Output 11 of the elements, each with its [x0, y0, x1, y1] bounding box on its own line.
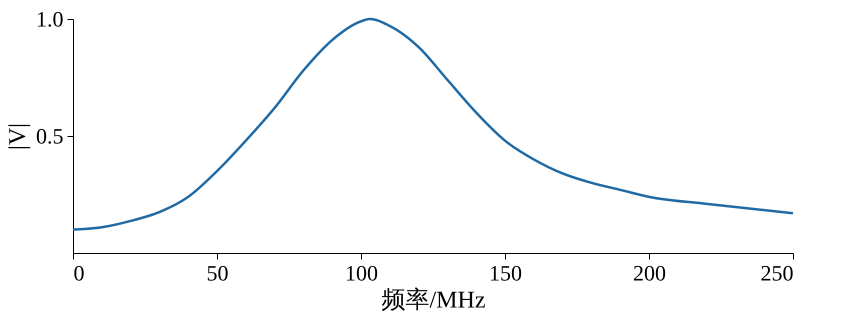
y-tick-label: 1.0 [36, 6, 64, 32]
x-tick-label: 200 [633, 260, 666, 286]
x-tick-label: 100 [345, 260, 378, 286]
x-tick-label: 50 [206, 260, 228, 286]
y-axis-title: |V| [5, 123, 31, 150]
x-tick-label: 150 [489, 260, 522, 286]
x-axis-title: 频率/MHz [382, 286, 486, 314]
y-tick-label: 0.5 [36, 124, 64, 148]
x-tick-label: 250 [760, 260, 794, 286]
x-tick-label: 0 [74, 260, 84, 286]
line-series [72, 18, 794, 231]
